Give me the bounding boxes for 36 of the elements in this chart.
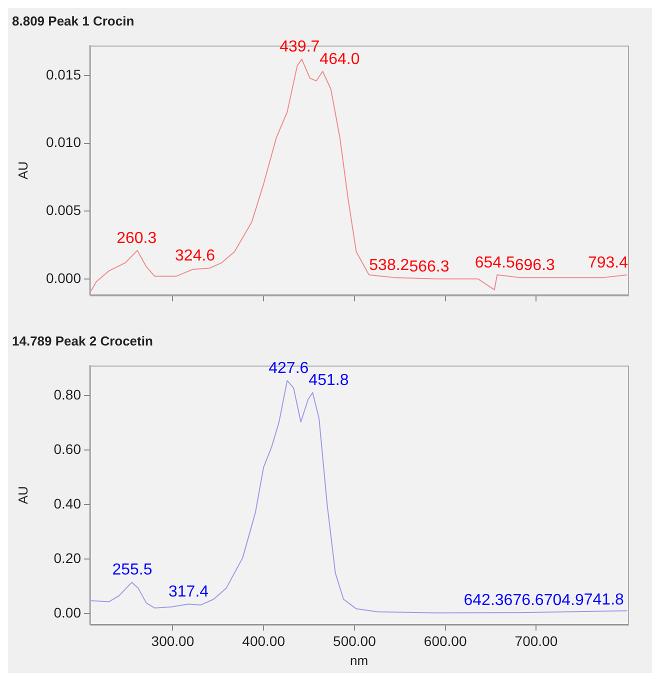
- y-tick-label: 0.00: [54, 604, 82, 621]
- x-tick-label: 500.00: [333, 632, 376, 649]
- annotation: 676.6: [504, 592, 544, 610]
- annotation: 654.5: [474, 254, 515, 272]
- x-tick-label: 400.00: [242, 632, 286, 649]
- annotation: 317.4: [168, 584, 209, 601]
- y-tick-label: 0.015: [46, 66, 82, 82]
- annotation: 704.9: [544, 592, 584, 610]
- y-axis-title: AU: [15, 486, 30, 504]
- y-tick-label: 0.60: [54, 440, 82, 457]
- annotation: 451.8: [308, 372, 349, 389]
- y-tick-label: 0.20: [54, 550, 82, 566]
- annotation: 566.3: [409, 258, 450, 276]
- annotation: 793.4: [588, 254, 628, 272]
- x-tick-label: 700.00: [514, 632, 558, 649]
- annotation: 741.8: [584, 592, 624, 609]
- annotation: 696.3: [514, 256, 556, 274]
- x-tick-label: 600.00: [424, 632, 467, 649]
- annotation: 427.6: [268, 360, 309, 377]
- x-tick-label: 300.00: [151, 632, 194, 649]
- chart-title: 8.809 Peak 1 Crocin: [12, 13, 134, 28]
- x-axis-title: nm: [350, 652, 368, 668]
- annotation: 255.5: [112, 562, 152, 579]
- annotation: 260.3: [116, 230, 157, 247]
- annotation: 464.0: [320, 50, 360, 68]
- y-tick-label: 0.010: [46, 134, 82, 150]
- y-tick-label: 0.005: [46, 202, 82, 218]
- y-tick-label: 0.80: [54, 386, 82, 402]
- y-tick-label: 0.40: [54, 496, 82, 512]
- y-tick-label: 0.000: [46, 270, 82, 286]
- chart-title: 14.789 Peak 2 Crocetin: [12, 333, 153, 348]
- annotation: 439.7: [280, 38, 320, 56]
- annotation: 642.3: [464, 592, 504, 610]
- annotation: 538.2: [369, 256, 410, 274]
- annotation: 324.6: [175, 247, 216, 264]
- y-axis-title: AU: [15, 161, 30, 180]
